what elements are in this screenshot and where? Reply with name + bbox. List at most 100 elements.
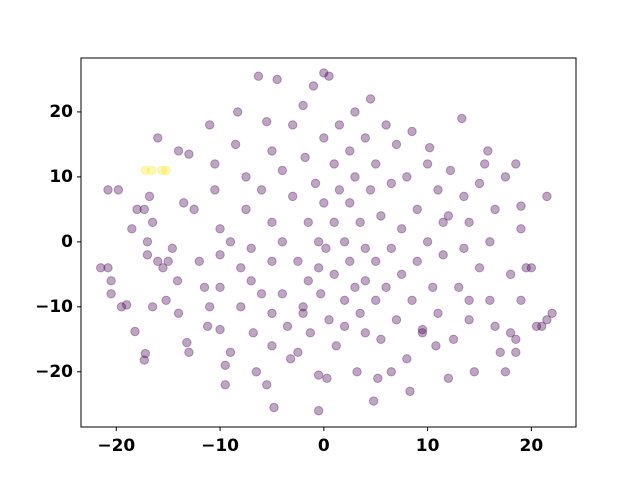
point <box>230 139 241 150</box>
point <box>407 126 417 137</box>
point <box>287 120 298 130</box>
point <box>140 165 151 176</box>
point <box>454 282 464 293</box>
point <box>139 355 150 365</box>
point <box>386 178 396 189</box>
point <box>256 289 267 299</box>
point <box>225 347 236 357</box>
point <box>355 217 365 228</box>
point <box>277 289 288 299</box>
point <box>139 204 150 215</box>
point <box>365 185 376 195</box>
point <box>422 159 433 169</box>
point <box>360 133 371 143</box>
point <box>116 302 127 312</box>
point <box>262 116 272 127</box>
point <box>334 120 345 130</box>
point <box>303 276 313 286</box>
point <box>474 263 485 273</box>
point <box>350 172 360 182</box>
point <box>121 300 132 310</box>
point <box>422 237 433 247</box>
point <box>417 324 428 335</box>
point <box>345 146 355 156</box>
point <box>490 321 500 332</box>
point <box>386 367 396 377</box>
point <box>319 198 329 208</box>
point <box>474 178 485 189</box>
point <box>396 224 407 234</box>
point <box>542 191 552 202</box>
point <box>464 217 474 228</box>
point <box>210 159 220 169</box>
point <box>269 402 279 413</box>
y-tick-label: 20 <box>49 102 73 122</box>
point <box>161 295 171 306</box>
point <box>142 237 153 247</box>
point <box>381 282 391 293</box>
point <box>182 337 192 348</box>
point <box>381 120 391 130</box>
point <box>402 354 412 364</box>
point <box>457 113 467 124</box>
point <box>417 328 428 338</box>
point <box>329 269 339 280</box>
point <box>376 211 386 221</box>
point <box>189 204 199 215</box>
point <box>215 224 225 234</box>
point <box>511 159 521 169</box>
point <box>526 263 537 273</box>
point <box>321 243 331 254</box>
point <box>360 276 371 286</box>
point <box>365 94 376 104</box>
point <box>407 295 417 306</box>
point <box>106 276 116 286</box>
point <box>147 217 158 228</box>
point <box>194 256 205 267</box>
point <box>127 224 137 234</box>
point <box>173 146 184 156</box>
point <box>500 367 511 377</box>
point <box>246 243 256 254</box>
point <box>103 185 113 195</box>
point <box>516 295 526 306</box>
point <box>282 321 293 332</box>
point <box>373 373 383 383</box>
point <box>511 347 521 357</box>
point <box>199 282 210 293</box>
point <box>547 308 557 319</box>
x-tick-label: 20 <box>520 436 544 456</box>
point <box>184 149 194 159</box>
point <box>298 100 308 111</box>
point <box>106 289 116 299</box>
point <box>516 224 526 234</box>
point <box>132 204 142 215</box>
point <box>324 71 334 81</box>
point <box>277 237 288 247</box>
point <box>345 198 355 208</box>
point <box>376 334 386 344</box>
point <box>329 159 339 169</box>
point <box>316 289 326 299</box>
point <box>345 256 355 267</box>
point <box>352 367 362 377</box>
point <box>405 386 415 396</box>
point <box>469 367 480 377</box>
point <box>485 295 495 306</box>
point <box>173 308 184 319</box>
point <box>313 263 324 273</box>
point <box>267 256 277 267</box>
point <box>485 237 495 247</box>
point <box>236 302 246 312</box>
point <box>483 146 493 156</box>
point <box>424 142 435 153</box>
point <box>210 185 220 195</box>
point <box>448 334 459 344</box>
point <box>495 347 505 357</box>
point <box>232 107 243 117</box>
x-tick-label: 10 <box>416 436 440 456</box>
point <box>537 321 547 332</box>
point <box>130 326 140 337</box>
point <box>490 204 500 215</box>
point <box>158 263 168 273</box>
